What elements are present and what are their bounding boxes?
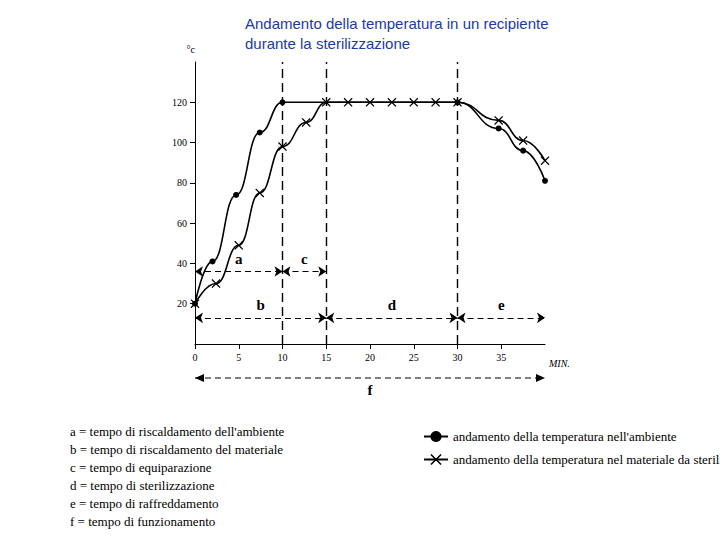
svg-text:10: 10	[278, 352, 288, 363]
svg-text:80: 80	[177, 177, 187, 188]
svg-text:Andamento della temperatura in: Andamento della temperatura in un recipi…	[245, 15, 553, 32]
svg-text:20: 20	[365, 352, 375, 363]
svg-text:e: e	[498, 297, 505, 313]
svg-text:durante la sterilizzazione: durante la sterilizzazione	[245, 35, 410, 52]
svg-text:c = tempo di equiparazione: c = tempo di equiparazione	[70, 460, 212, 475]
svg-text:15: 15	[321, 352, 331, 363]
svg-text:°c: °c	[187, 44, 196, 55]
svg-text:a = tempo di riscaldamento del: a = tempo di riscaldamento dell'ambiente	[70, 424, 285, 439]
svg-text:MIN.: MIN.	[548, 358, 570, 369]
svg-text:andamento della temperatura ne: andamento della temperatura nel material…	[453, 452, 720, 467]
svg-text:a: a	[235, 251, 243, 267]
svg-text:25: 25	[409, 352, 419, 363]
svg-text:b = tempo di riscaldamento del: b = tempo di riscaldamento del materiale	[70, 442, 283, 457]
svg-text:b: b	[256, 297, 264, 313]
svg-text:40: 40	[177, 258, 187, 269]
svg-text:e = tempo di raffreddamento: e = tempo di raffreddamento	[70, 496, 219, 511]
svg-text:f = tempo di funzionamento: f = tempo di funzionamento	[70, 514, 215, 529]
svg-text:30: 30	[453, 352, 463, 363]
svg-text:f: f	[368, 382, 374, 398]
svg-text:andamento della temperatura ne: andamento della temperatura nell'ambient…	[453, 429, 677, 444]
svg-text:20: 20	[177, 298, 187, 309]
svg-text:100: 100	[172, 137, 187, 148]
svg-text:5: 5	[236, 352, 241, 363]
svg-text:120: 120	[172, 97, 187, 108]
svg-text:0: 0	[193, 352, 198, 363]
svg-text:d: d	[388, 297, 397, 313]
svg-text:d = tempo di sterilizzazione: d = tempo di sterilizzazione	[70, 478, 215, 493]
svg-text:c: c	[301, 251, 308, 267]
svg-text:35: 35	[496, 352, 506, 363]
svg-text:60: 60	[177, 218, 187, 229]
